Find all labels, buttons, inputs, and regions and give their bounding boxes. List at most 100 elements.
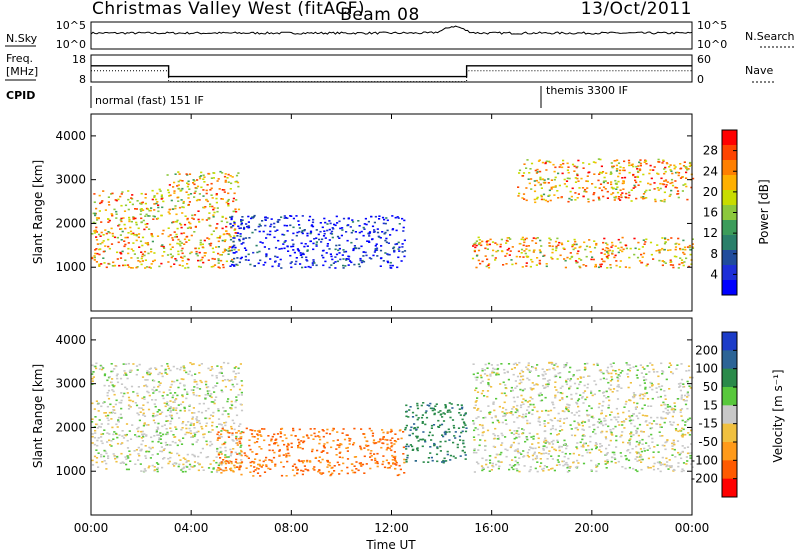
power-cell [510, 259, 513, 261]
velocity-cell [568, 467, 571, 469]
power-cell [514, 262, 518, 265]
velocity-cell [587, 419, 590, 421]
power-cell [150, 234, 153, 236]
velocity-cell [406, 454, 409, 457]
velocity-cell [165, 420, 168, 422]
velocity-cell [573, 414, 576, 416]
velocity-cell [581, 438, 584, 441]
velocity-cell [672, 441, 675, 444]
velocity-cell [245, 467, 248, 469]
power-cell [641, 256, 644, 258]
velocity-cell [217, 453, 220, 456]
velocity-cell [132, 363, 135, 365]
power-cell [611, 241, 614, 244]
velocity-cell [607, 381, 610, 384]
power-cell [263, 246, 266, 248]
velocity-cell [665, 378, 668, 381]
power-cell [187, 203, 190, 206]
power-cell [112, 261, 115, 264]
velocity-cell [393, 443, 396, 445]
power-cell [331, 227, 334, 229]
power-cell [520, 248, 524, 251]
power-cell [536, 196, 539, 199]
velocity-cell [198, 364, 201, 367]
velocity-cell [646, 365, 649, 367]
power-cell [650, 253, 653, 256]
velocity-cell [137, 413, 140, 416]
velocity-cell [521, 389, 524, 392]
velocity-cell [138, 419, 141, 422]
velocity-cell [122, 363, 125, 365]
power-cell [230, 226, 233, 228]
power-cell [689, 164, 693, 166]
power-cell [667, 238, 670, 241]
power-cell [179, 179, 182, 182]
power-cell [315, 245, 318, 247]
power-cell [108, 204, 111, 206]
velocity-cell [264, 459, 267, 461]
power-cell [215, 227, 218, 230]
velocity-cell [285, 454, 288, 457]
power-cell [162, 229, 165, 232]
power-cell [222, 264, 225, 266]
velocity-cell [521, 401, 524, 403]
velocity-cell [595, 464, 598, 466]
velocity-cell [635, 451, 638, 453]
power-cell [569, 252, 572, 254]
power-cell [231, 258, 234, 261]
power-cell [591, 183, 594, 185]
power-cell [302, 253, 305, 256]
velocity-cell [616, 390, 619, 392]
power-cell [379, 237, 382, 239]
velocity-cell [330, 467, 333, 469]
velocity-cell [286, 447, 289, 449]
velocity-cell [297, 446, 300, 449]
velocity-cell [524, 440, 527, 443]
velocity-cell [609, 428, 612, 431]
velocity-cell [145, 434, 148, 436]
velocity-cell [206, 456, 210, 458]
power-cell [141, 236, 145, 239]
power-cell [686, 246, 690, 248]
power-cell [595, 242, 598, 245]
velocity-cell [516, 430, 519, 432]
power-cell [586, 187, 589, 189]
power-cell [201, 256, 204, 259]
power-cell [212, 208, 215, 211]
power-cell [239, 235, 242, 238]
velocity-cell [138, 407, 141, 409]
velocity-cell [554, 396, 557, 399]
velocity-cell [91, 364, 94, 367]
velocity-cell [448, 402, 451, 404]
velocity-cell [136, 369, 139, 371]
velocity-cell [127, 396, 131, 399]
velocity-cell [672, 408, 675, 410]
velocity-cell [142, 404, 145, 406]
power-cell [145, 213, 148, 216]
power-cell [374, 249, 377, 252]
velocity-cell [607, 372, 610, 375]
power-cell [281, 233, 284, 236]
velocity-cell [681, 427, 684, 430]
velocity-cell [567, 410, 570, 413]
velocity-cell [230, 451, 233, 453]
velocity-cell [95, 457, 99, 459]
power-cell [198, 221, 201, 223]
power-cell [563, 183, 566, 185]
velocity-cell [529, 370, 532, 372]
power-cell [623, 176, 627, 179]
power-cell [206, 184, 209, 186]
velocity-cell [596, 426, 599, 429]
velocity-cell [154, 415, 157, 417]
velocity-cell [405, 424, 408, 427]
power-cell [668, 166, 671, 168]
power-cell [185, 191, 188, 193]
velocity-cell [179, 403, 183, 406]
velocity-cell [147, 391, 150, 394]
velocity-cell [444, 440, 447, 443]
power-cell [290, 266, 293, 269]
velocity-cell [634, 469, 637, 471]
velocity-cell [188, 427, 191, 430]
power-cell [147, 252, 150, 255]
power-cell [91, 256, 94, 259]
